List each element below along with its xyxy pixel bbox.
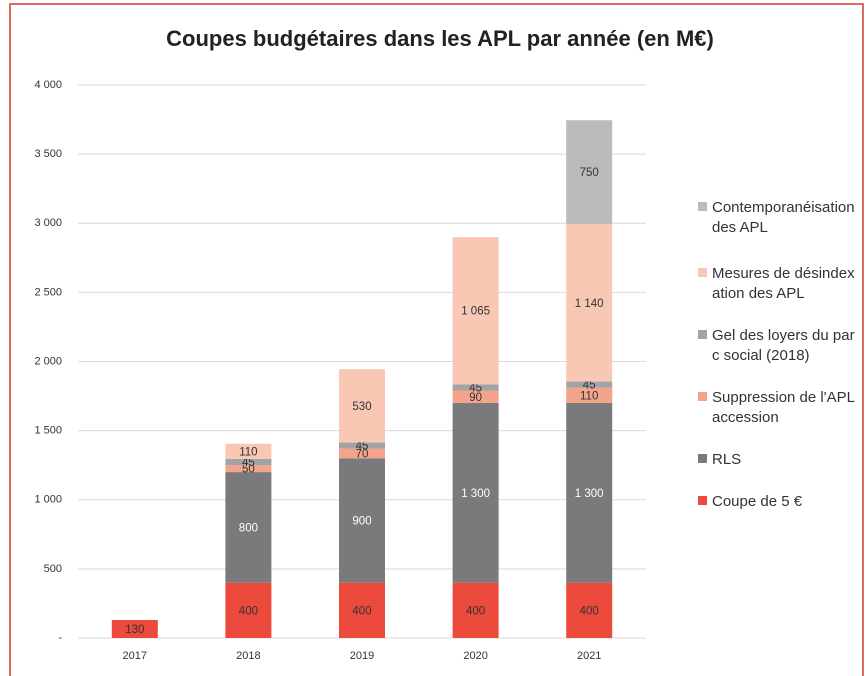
- x-tick-label: 2020: [463, 650, 487, 662]
- legend-item: Suppression de l'APL accession: [698, 388, 858, 428]
- data-label: 1 065: [461, 306, 490, 318]
- data-label: 900: [352, 516, 371, 528]
- y-tick-label: 500: [44, 563, 62, 575]
- data-label: 45: [356, 441, 369, 453]
- data-label: 400: [239, 605, 258, 617]
- data-label: 90: [469, 392, 482, 404]
- x-tick-label: 2019: [350, 650, 374, 662]
- legend-label: Contemporanéisation des APL: [712, 199, 855, 236]
- legend-item: RLS: [698, 450, 858, 470]
- bar-segment: [339, 458, 385, 583]
- bar-segment: [339, 582, 385, 638]
- legend-swatch: [698, 202, 707, 211]
- legend-swatch: [698, 454, 707, 463]
- legend-item: Contemporanéisation des APL: [698, 198, 858, 238]
- data-label: 530: [352, 401, 371, 413]
- bar-segment: [452, 402, 499, 583]
- data-label: 70: [356, 448, 369, 460]
- y-tick-label: 3 000: [34, 217, 62, 229]
- data-label: 45: [583, 380, 596, 392]
- legend-label: Gel des loyers du parc social (2018): [712, 327, 855, 364]
- legend-item: Coupe de 5 €: [698, 492, 858, 512]
- legend-swatch: [698, 330, 707, 339]
- y-tick-label: 1 500: [34, 425, 62, 437]
- bar-segment: [339, 369, 385, 443]
- data-label: 130: [125, 624, 144, 636]
- y-tick-label: 3 500: [34, 148, 62, 160]
- y-tick-label: 2 000: [34, 355, 62, 367]
- bar-segment: [339, 442, 385, 449]
- bar-segment: [225, 458, 272, 466]
- data-label: 110: [580, 390, 598, 402]
- legend-swatch: [698, 392, 707, 401]
- bar-segment: [566, 120, 613, 224]
- bar-segment: [452, 237, 499, 385]
- legend-item: Gel des loyers du parc social (2018): [698, 326, 858, 366]
- bar-segment: [452, 582, 499, 638]
- bar-segment: [225, 465, 272, 473]
- bar-segment: [225, 472, 272, 583]
- legend-item: Mesures de désindexation des APL: [698, 264, 858, 304]
- frame: [9, 3, 864, 676]
- data-label: 400: [580, 605, 599, 617]
- x-tick-label: 2021: [577, 650, 601, 662]
- chart-title: Coupes budgétaires dans les APL par anné…: [166, 26, 714, 51]
- bar-segment: [111, 620, 158, 638]
- data-label: 110: [239, 446, 257, 458]
- data-label: 45: [469, 382, 482, 394]
- data-label: 1 300: [461, 488, 490, 500]
- bar-segment: [566, 402, 613, 583]
- data-label: 400: [466, 605, 485, 617]
- legend-label: Coupe de 5 €: [712, 493, 803, 510]
- x-tick-label: 2018: [236, 650, 260, 662]
- legend-label: Suppression de l'APL accession: [712, 389, 855, 426]
- data-label: 750: [580, 167, 599, 179]
- bar-segment: [225, 582, 272, 638]
- legend: Contemporanéisation des APL Mesures de dé…: [698, 198, 858, 512]
- x-tick-label: 2017: [123, 650, 147, 662]
- data-label: 45: [242, 457, 255, 469]
- bar-segment: [566, 381, 613, 388]
- y-tick-label: -: [58, 632, 62, 644]
- y-tick-label: 4 000: [34, 79, 62, 91]
- bar-segment: [225, 443, 272, 459]
- data-label: 1 140: [575, 298, 604, 310]
- legend-label: Mesures de désindexation des APL: [712, 265, 855, 302]
- legend-swatch: [698, 268, 707, 277]
- data-label: 50: [242, 464, 255, 476]
- data-label: 800: [239, 522, 258, 534]
- bar-segment: [452, 390, 499, 403]
- bar-segment: [566, 387, 613, 403]
- y-tick-label: 1 000: [34, 494, 62, 506]
- bar-segment: [566, 223, 613, 382]
- legend-label: RLS: [712, 451, 742, 468]
- data-label: 400: [352, 605, 371, 617]
- bar-segment: [452, 384, 499, 391]
- y-tick-label: 2 500: [34, 286, 62, 298]
- bar-segment: [339, 448, 385, 459]
- bar-segment: [566, 582, 613, 638]
- data-label: 1 300: [575, 488, 604, 500]
- legend-swatch: [698, 496, 707, 505]
